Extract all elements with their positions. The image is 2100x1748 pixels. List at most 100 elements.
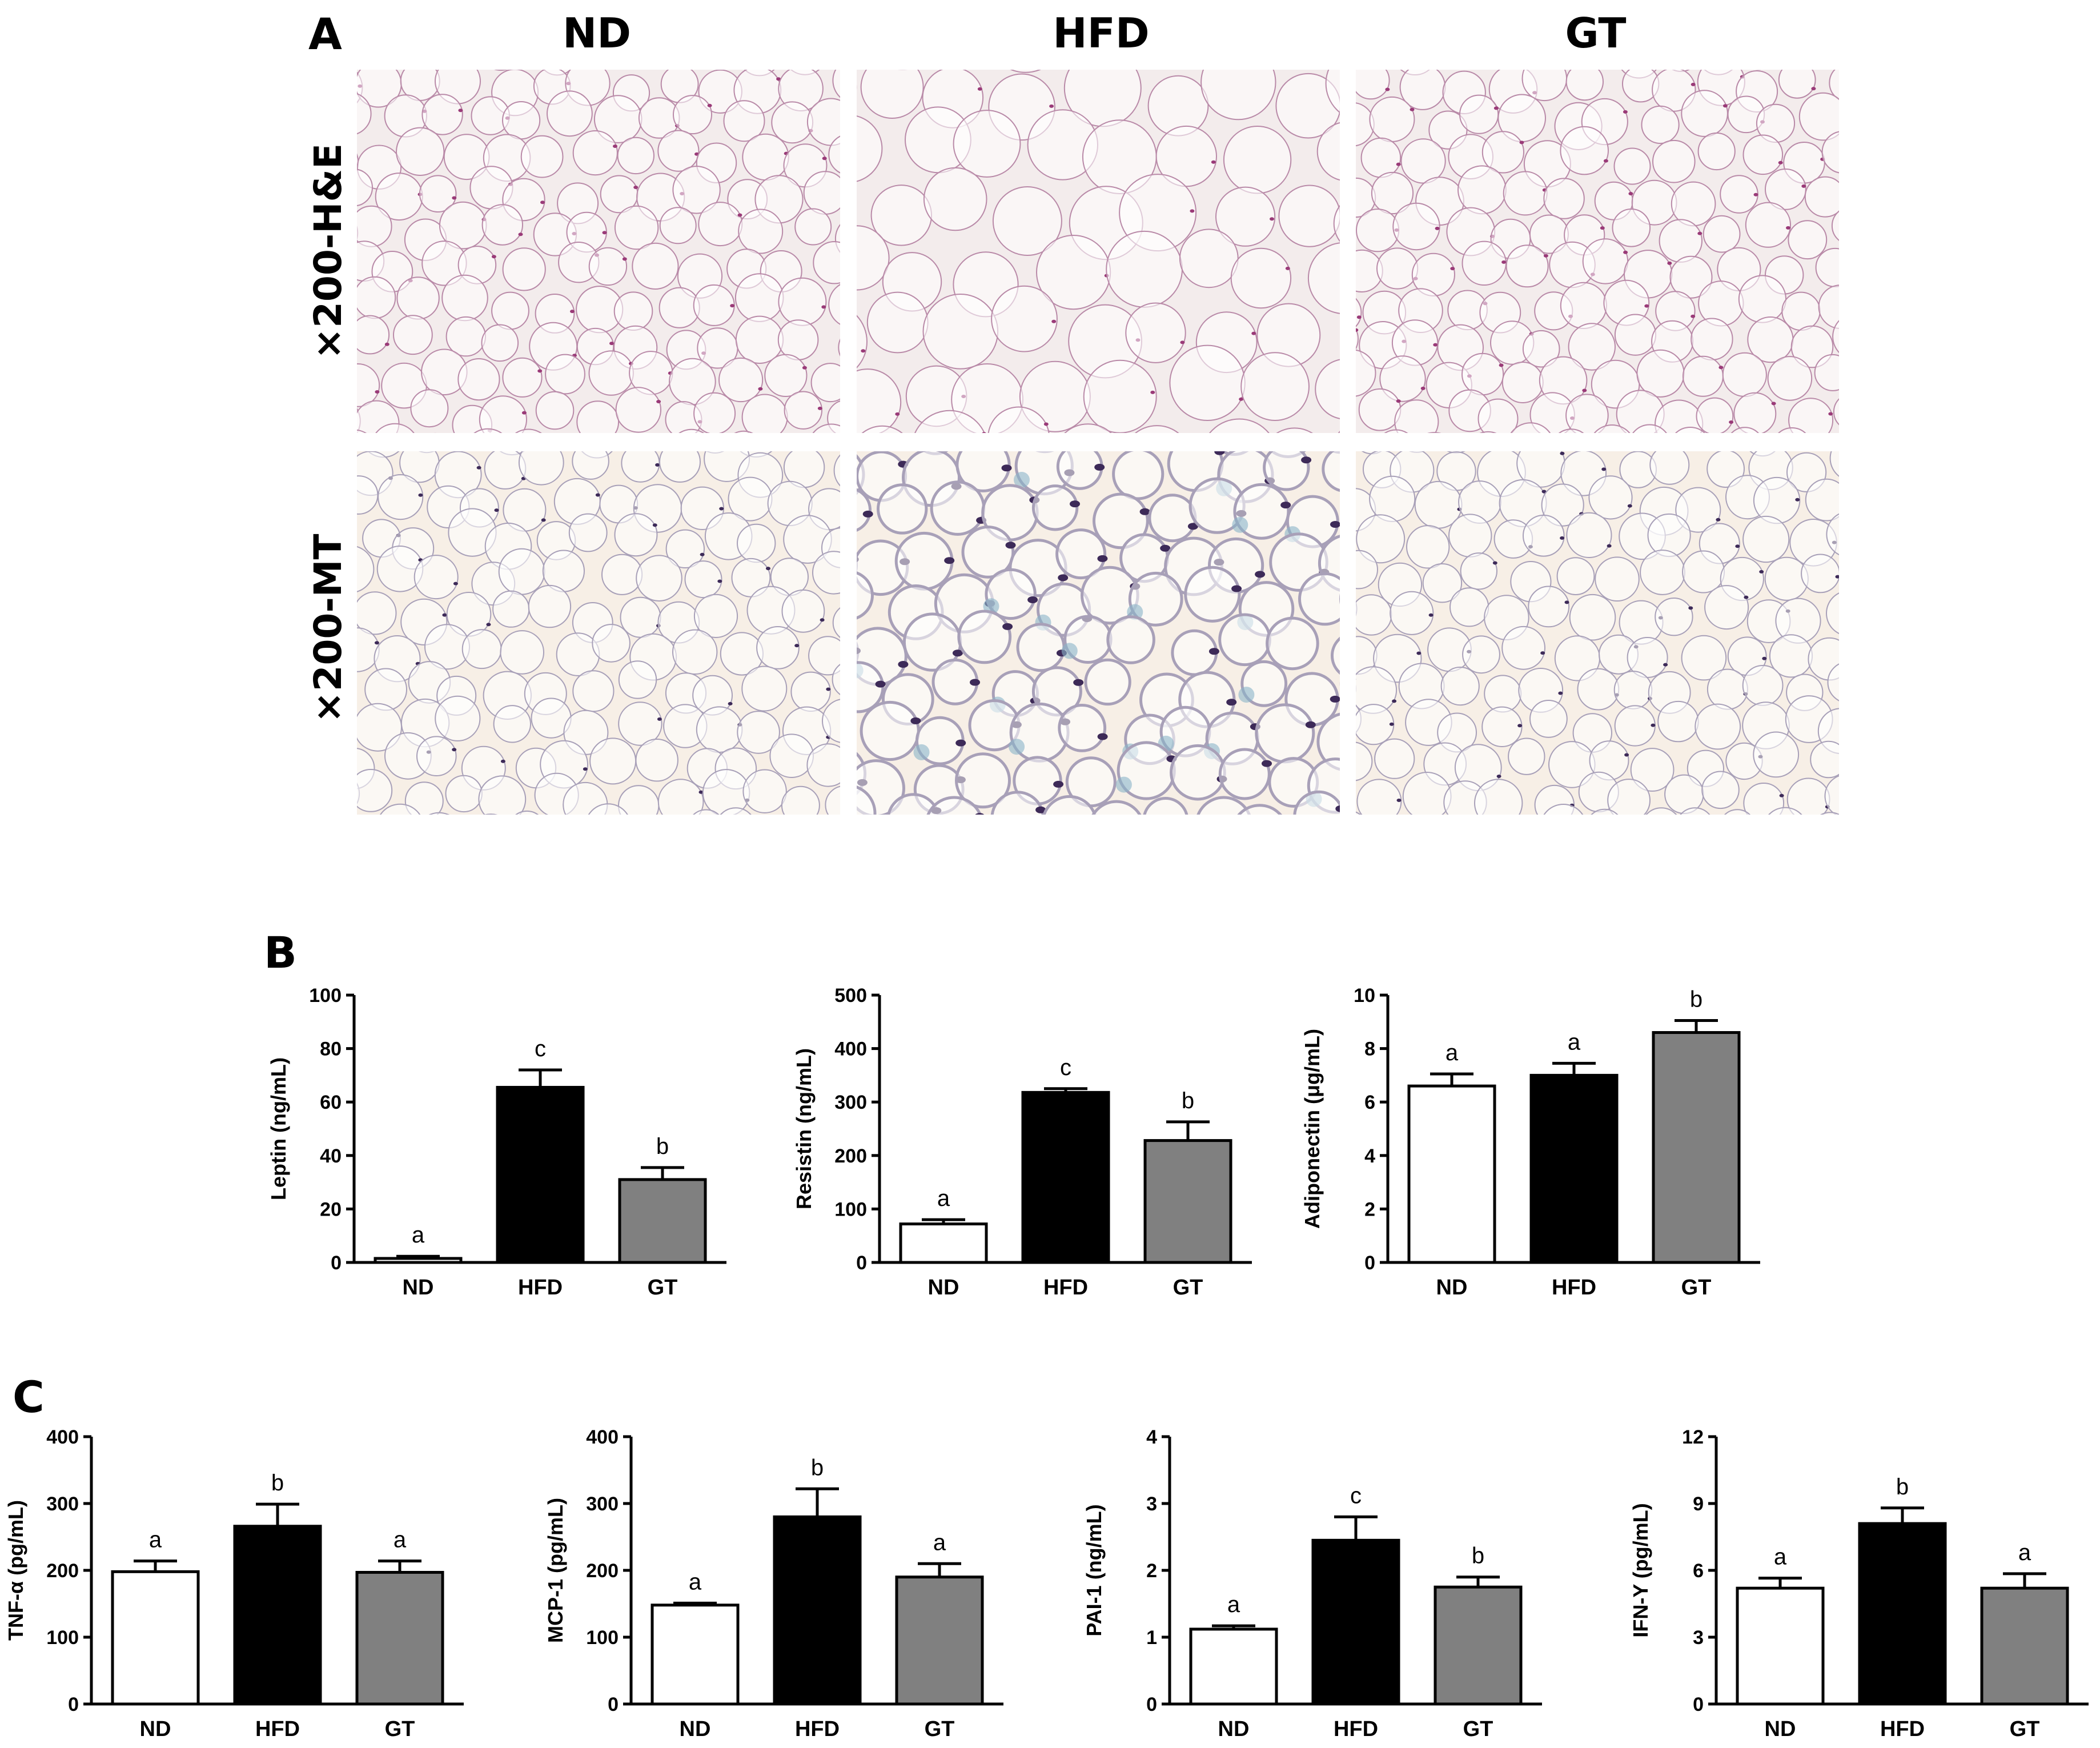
y-tick-label: 200 — [586, 1560, 619, 1582]
y-tick-label: 1 — [1146, 1627, 1157, 1649]
bar-gt — [355, 1571, 444, 1706]
y-tick-label: 40 — [320, 1145, 342, 1167]
significance-letter: c — [1060, 1055, 1071, 1080]
y-tick-label: 4 — [1364, 1145, 1375, 1167]
y-tick-label: 10 — [1354, 985, 1375, 1007]
y-tick-label: 0 — [1146, 1694, 1157, 1715]
x-tick-label: GT — [1681, 1276, 1712, 1300]
y-tick-label: 100 — [586, 1627, 619, 1649]
significance-letter: b — [656, 1134, 669, 1159]
x-tick-label: ND — [403, 1276, 434, 1300]
y-axis-label: MCP-1 (pg/mL) — [544, 1498, 567, 1643]
y-tick-label: 6 — [1693, 1560, 1704, 1582]
panel-a-label: A — [308, 9, 342, 59]
y-tick-label: 100 — [309, 985, 342, 1007]
bar-hfd — [1021, 1091, 1110, 1264]
significance-letter: a — [1227, 1592, 1240, 1617]
y-tick-label: 3 — [1693, 1627, 1704, 1649]
micrograph-gt-mt — [1356, 451, 1839, 815]
y-tick-label: 0 — [856, 1252, 867, 1274]
x-tick-label: HFD — [1043, 1276, 1088, 1300]
x-tick-label: HFD — [1334, 1717, 1378, 1741]
y-tick-label: 300 — [586, 1493, 619, 1515]
bar-gt — [1434, 1585, 1523, 1706]
y-tick-label: 0 — [608, 1694, 619, 1715]
bar-hfd — [496, 1085, 585, 1264]
y-tick-label: 6 — [1364, 1092, 1375, 1113]
y-tick-label: 0 — [1693, 1694, 1704, 1715]
y-tick-label: 100 — [834, 1198, 867, 1220]
bar-gt — [895, 1575, 984, 1706]
chart-4: 0 100 200 300 400 TNF-α (pg/mL) a ND b HFD a GT — [4, 1426, 464, 1741]
panel-c-label: C — [13, 1372, 45, 1422]
x-tick-label: GT — [925, 1717, 955, 1741]
y-axis-label: Leptin (ng/mL) — [267, 1057, 290, 1200]
chart-7: 0 3 6 9 12 IFN-Y (pg/mL) a ND b HFD a GT — [1629, 1426, 2089, 1741]
y-tick-label: 8 — [1364, 1039, 1375, 1060]
significance-letter: a — [1445, 1040, 1459, 1065]
micrograph-hfd-he — [857, 70, 1340, 433]
bar-hfd — [1311, 1538, 1400, 1706]
significance-letter: b — [1896, 1474, 1909, 1500]
bar-nd — [374, 1257, 463, 1264]
significance-letter: a — [937, 1186, 950, 1211]
bar-nd — [1189, 1627, 1278, 1706]
bar-nd — [111, 1570, 200, 1706]
y-axis-label: TNF-α (pg/mL) — [4, 1500, 27, 1641]
bar-hfd — [773, 1515, 862, 1706]
y-axis-label: Resistin (ng/mL) — [792, 1048, 816, 1209]
y-tick-label: 9 — [1693, 1493, 1704, 1515]
significance-letter: a — [394, 1528, 407, 1553]
micrograph-gt-he — [1356, 70, 1839, 433]
x-tick-label: ND — [1218, 1717, 1250, 1741]
y-tick-label: 0 — [331, 1252, 342, 1274]
bar-hfd — [1529, 1073, 1619, 1264]
y-tick-label: 500 — [834, 985, 867, 1007]
significance-letter: c — [1350, 1483, 1362, 1508]
bar-hfd — [1858, 1522, 1947, 1706]
bar-gt — [1143, 1139, 1232, 1264]
chart-6: 0 1 2 3 4 PAI-1 (ng/mL) a ND c HFD b GT — [1082, 1426, 1542, 1741]
y-tick-label: 12 — [1682, 1426, 1704, 1448]
x-tick-label: ND — [680, 1717, 711, 1741]
significance-letter: a — [1568, 1029, 1581, 1055]
significance-letter: a — [2018, 1540, 2031, 1565]
micrograph-nd-he — [357, 70, 840, 433]
chart-1: 0 20 40 60 80 100 Leptin (ng/mL) a ND c HFD b GT — [267, 985, 726, 1300]
bar-nd — [1407, 1084, 1496, 1264]
significance-letter: b — [811, 1455, 824, 1480]
x-tick-label: HFD — [518, 1276, 563, 1300]
chart-5: 0 100 200 300 400 MCP-1 (pg/mL) a ND b HFD a GT — [544, 1426, 1003, 1741]
significance-letter: c — [535, 1036, 546, 1061]
y-tick-label: 20 — [320, 1198, 342, 1220]
x-tick-label: HFD — [795, 1717, 840, 1741]
x-tick-label: HFD — [255, 1717, 300, 1741]
x-tick-label: HFD — [1552, 1276, 1596, 1300]
x-tick-label: GT — [1173, 1276, 1203, 1300]
y-tick-label: 2 — [1146, 1560, 1157, 1582]
significance-letter: a — [412, 1222, 425, 1248]
bar-nd — [899, 1222, 988, 1264]
y-tick-label: 0 — [1364, 1252, 1375, 1274]
significance-letter: a — [689, 1569, 702, 1594]
chart-3: 0 2 4 6 8 10 Adiponectin (μg/mL) a ND a HFD b GT — [1300, 985, 1760, 1300]
y-tick-label: 400 — [46, 1426, 79, 1448]
y-tick-label: 80 — [320, 1039, 342, 1060]
column-header-nd: ND — [562, 9, 632, 57]
y-tick-label: 2 — [1364, 1198, 1375, 1220]
significance-letter: b — [1690, 987, 1703, 1012]
significance-letter: b — [1182, 1088, 1194, 1113]
panel-b-label: B — [264, 927, 297, 978]
y-tick-label: 60 — [320, 1092, 342, 1113]
y-tick-label: 100 — [46, 1627, 79, 1649]
x-tick-label: HFD — [1880, 1717, 1925, 1741]
y-tick-label: 300 — [834, 1092, 867, 1113]
significance-letter: a — [1774, 1545, 1787, 1570]
x-tick-label: GT — [2010, 1717, 2040, 1741]
x-tick-label: GT — [648, 1276, 678, 1300]
bar-gt — [1652, 1031, 1741, 1264]
x-tick-label: ND — [140, 1717, 171, 1741]
y-tick-label: 400 — [586, 1426, 619, 1448]
bar-gt — [618, 1178, 707, 1264]
y-tick-label: 4 — [1146, 1426, 1157, 1448]
